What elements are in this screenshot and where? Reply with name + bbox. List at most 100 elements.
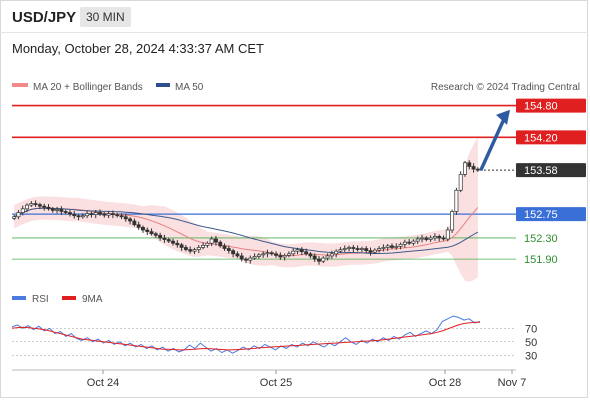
candle-body	[80, 215, 85, 218]
candle-body	[256, 254, 261, 257]
symbol-title: USD/JPY	[12, 9, 77, 26]
candle-body	[226, 248, 231, 251]
candle-body	[282, 255, 287, 258]
candle-body	[475, 168, 480, 171]
resistance-price-tag	[516, 98, 586, 113]
rsi-tick-label: 30	[525, 350, 537, 362]
candle-body	[46, 206, 51, 210]
candle-body	[467, 162, 472, 167]
candle-body	[321, 257, 326, 262]
candle-body	[269, 252, 274, 255]
rsi-tick-label: 50	[525, 337, 537, 349]
support-price-label: 152.30	[524, 233, 558, 245]
rsi-ma-line	[11, 321, 480, 351]
candle-body	[213, 238, 218, 243]
candle-body	[342, 248, 347, 250]
candle-body	[119, 215, 124, 218]
credit-text: Research © 2024 Trading Central	[431, 82, 580, 93]
ma9-legend-label: 9MA	[82, 294, 103, 305]
candle-body	[76, 215, 81, 218]
candle-body	[441, 237, 446, 240]
candle-body	[93, 212, 98, 215]
rsi-line	[11, 315, 481, 354]
candle-body	[153, 233, 158, 236]
timeframe-badge[interactable]: 30 MIN	[80, 7, 131, 27]
ma9-legend-swatch	[62, 296, 76, 300]
candle-body	[89, 213, 94, 215]
candle-body	[145, 229, 150, 232]
candle-body	[463, 162, 467, 175]
ma50-line	[13, 207, 479, 254]
candle-body	[432, 236, 437, 239]
candle-body	[385, 245, 390, 248]
candle-body	[278, 255, 283, 258]
candle-body	[377, 248, 382, 251]
candle-body	[132, 220, 137, 226]
support-price-label: 151.90	[524, 254, 558, 266]
candle-body	[218, 241, 223, 247]
candle-body	[42, 205, 47, 208]
candle-body	[222, 245, 227, 249]
candle-body	[16, 212, 21, 218]
candle-body	[359, 248, 364, 250]
ma50-legend-swatch	[156, 83, 170, 87]
candle-body	[149, 231, 154, 235]
forecast-arrow-shaft	[479, 116, 507, 171]
candle-body	[33, 203, 38, 205]
candle-body	[428, 237, 433, 240]
candle-body	[123, 216, 128, 220]
candle-body	[244, 258, 248, 261]
candle-body	[471, 166, 476, 170]
candle-body	[37, 204, 42, 207]
candle-body	[368, 250, 373, 253]
candle-body	[458, 174, 463, 191]
candle-body	[437, 236, 442, 239]
candle-body	[286, 253, 291, 256]
resistance-price-label: 154.80	[524, 101, 558, 113]
candle-body	[312, 255, 317, 260]
candle-body	[415, 238, 420, 242]
support-price-tag	[516, 252, 586, 267]
bollinger-band	[14, 137, 478, 282]
forecast-arrow-head	[496, 109, 510, 125]
candle-body	[196, 247, 201, 250]
candle-body	[63, 211, 68, 213]
candle-body	[179, 244, 184, 248]
candle-body	[166, 239, 171, 242]
candle-body	[420, 237, 424, 240]
resistance-price-tag	[516, 130, 586, 145]
rsi-legend-swatch	[12, 296, 26, 300]
candle-body	[265, 252, 270, 255]
candle-body	[205, 242, 210, 246]
candle-body	[162, 237, 167, 240]
candle-body	[308, 253, 313, 257]
candle-body	[355, 248, 360, 250]
candle-body	[450, 211, 455, 231]
resistance-price-label: 154.20	[524, 132, 558, 144]
candle-body	[235, 253, 240, 257]
candle-body	[106, 213, 111, 216]
candle-body	[248, 257, 253, 261]
candle-body	[274, 253, 279, 256]
candle-body	[29, 203, 34, 206]
candle-body	[398, 243, 403, 247]
last-price-tag	[516, 163, 586, 178]
candle-body	[183, 247, 188, 250]
candle-body	[239, 255, 244, 260]
candle-body	[347, 247, 351, 249]
candle-body	[372, 249, 377, 253]
time-tick-label: Oct 25	[260, 377, 292, 389]
candle-body	[317, 258, 321, 262]
candle-body	[115, 214, 120, 217]
candle-body	[231, 250, 236, 255]
candle-body	[252, 256, 257, 259]
candle-body	[424, 237, 429, 240]
candle-body	[295, 249, 300, 252]
candle-body	[261, 253, 266, 256]
header-divider	[0, 32, 588, 33]
candle-body	[55, 209, 60, 211]
candle-body	[411, 240, 416, 244]
last-price-label: 153.58	[524, 165, 558, 177]
